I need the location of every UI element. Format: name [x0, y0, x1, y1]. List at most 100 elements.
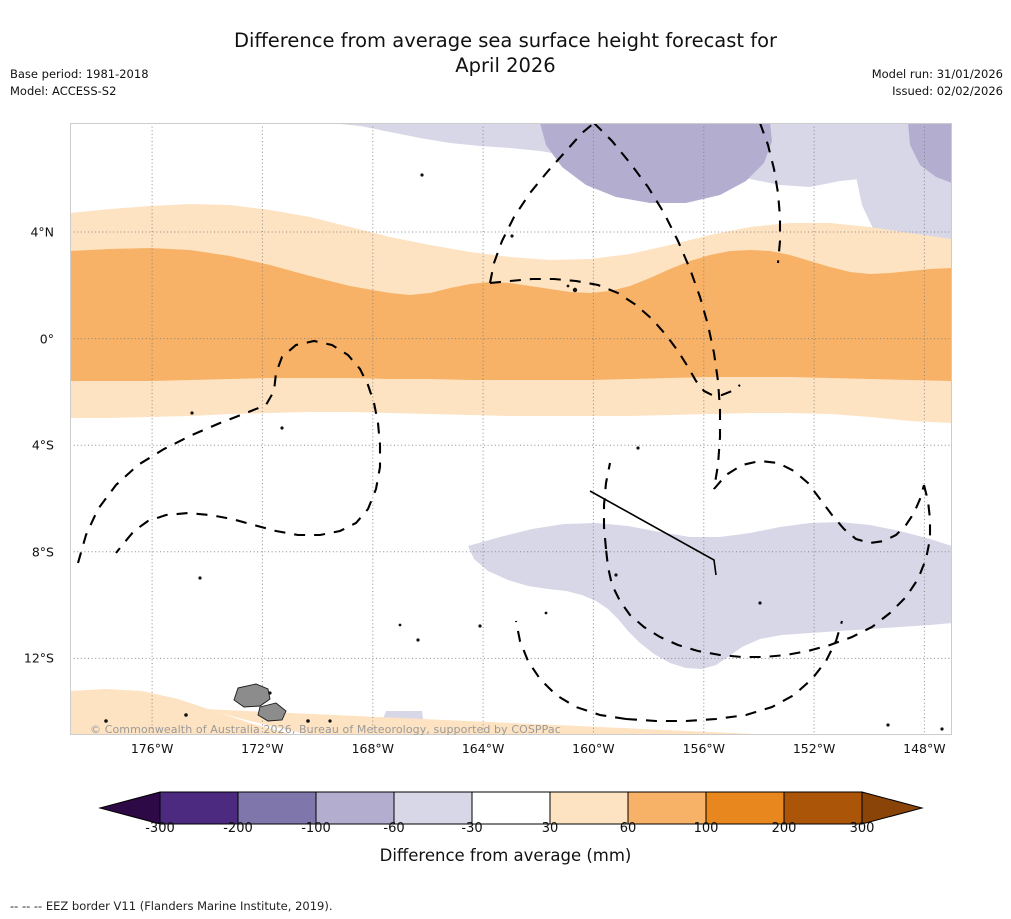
page-title: Difference from average sea surface heig… — [0, 28, 1011, 78]
map-frame — [70, 123, 952, 735]
map-clip — [70, 123, 952, 735]
islet-dot — [280, 426, 284, 430]
colorbar-tick: -60 — [383, 821, 405, 836]
islet-dot — [198, 576, 202, 580]
islet-dot — [104, 719, 108, 723]
model-run-text: Model run: 31/01/2026 — [871, 67, 1003, 81]
islet-dot — [510, 234, 514, 238]
colorbar-swatch — [393, 791, 473, 825]
islet-dot — [416, 638, 420, 642]
eez-border-south — [625, 620, 844, 723]
colorbar: -300 -200 -100 -60 -30 30 60 100 200 300… — [0, 790, 1011, 890]
eez-border-east — [713, 459, 926, 545]
islet-dot — [190, 411, 194, 415]
islet-dot — [636, 446, 640, 450]
land-layer — [233, 683, 287, 722]
ytick-label: 0° — [39, 331, 54, 347]
islet-dot — [306, 719, 310, 723]
island-main-west — [233, 683, 271, 708]
eez-border-central-3 — [593, 123, 722, 490]
ytick-label: 4°N — [30, 224, 54, 240]
region-equatorial-core — [70, 248, 952, 381]
islet-dot — [544, 611, 548, 615]
islet-dot — [758, 601, 762, 605]
colorbar-swatch — [783, 791, 863, 825]
region-southwest-light — [70, 701, 280, 735]
title-line-1: Difference from average sea surface heig… — [233, 29, 778, 52]
xtick-label: 160°W — [572, 741, 615, 756]
colorbar-tick: 60 — [619, 821, 637, 836]
eez-border-layer — [76, 123, 932, 723]
colorbar-swatch — [549, 791, 629, 825]
colorbar-tick: -100 — [301, 821, 331, 836]
issued-text: Issued: 02/02/2026 — [892, 84, 1003, 98]
colorbar-tick: -200 — [223, 821, 253, 836]
maritime-boundary-solid-layer — [589, 490, 717, 576]
region-north-negative-core-east — [908, 123, 952, 183]
colorbar-swatch — [315, 791, 395, 825]
islet-dot — [420, 173, 424, 177]
eez-border-south-2 — [514, 620, 627, 721]
region-southeast-negative — [468, 522, 952, 669]
colorbar-swatch — [627, 791, 707, 825]
eez-border-west — [76, 339, 382, 564]
colorbar-swatches — [98, 791, 924, 825]
map-plot-area — [70, 123, 952, 735]
xtick-label: 156°W — [682, 741, 726, 756]
base-period-text: Base period: 1981-2018 — [10, 67, 149, 81]
islet-dot — [614, 573, 618, 577]
xtick-label: 164°W — [461, 741, 505, 756]
islet-dot — [398, 623, 402, 627]
longitude-axis: 176°W 172°W 168°W 164°W 160°W 156°W 152°… — [70, 741, 952, 763]
xtick-label: 176°W — [130, 741, 174, 756]
sea-surface-height-anomaly-map — [70, 123, 952, 735]
xtick-label: 172°W — [241, 741, 284, 756]
islet-dot — [572, 287, 578, 293]
maritime-boundary-solid — [589, 490, 717, 576]
model-text: Model: ACCESS-S2 — [10, 84, 117, 98]
colorbar-tick: -30 — [461, 821, 483, 836]
colorbar-tick: 200 — [771, 821, 797, 836]
colorbar-extend-low — [98, 791, 161, 825]
islets-layer — [104, 173, 944, 731]
colorbar-swatch — [705, 791, 785, 825]
colorbar-title: Difference from average (mm) — [379, 846, 632, 865]
colorbar-tick: -300 — [145, 821, 175, 836]
islet-dot — [478, 624, 482, 628]
colorbar-tick: 300 — [849, 821, 875, 836]
title-line-2: April 2026 — [455, 54, 556, 77]
island-secondary-west — [257, 702, 287, 722]
islet-dot — [886, 723, 890, 727]
map-credit-text: © Commonwealth of Australia 2026, Bureau… — [90, 723, 561, 736]
eez-border-central — [488, 123, 595, 284]
eez-border-east-2 — [604, 484, 932, 659]
islet-dot — [328, 719, 332, 723]
metadata-left: Base period: 1981-2018 Model: ACCESS-S2 — [10, 66, 149, 100]
colorbar-extend-high — [861, 791, 924, 825]
eez-footnote: -- -- -- EEZ border V11 (Flanders Marine… — [10, 899, 333, 913]
islet-dot — [268, 691, 272, 695]
colorbar-swatch — [471, 791, 551, 825]
islet-dot — [940, 727, 944, 731]
metadata-right: Model run: 31/01/2026 Issued: 02/02/2026 — [872, 66, 1003, 100]
colorbar-swatch — [159, 791, 239, 825]
region-southwest-band-light — [70, 697, 952, 735]
latitude-axis: 4°N 0° 4°S 8°S 12°S — [0, 123, 62, 735]
xtick-label: 148°W — [903, 741, 946, 756]
xtick-label: 168°W — [351, 741, 395, 756]
colorbar-tick: 30 — [541, 821, 559, 836]
contour-fill-layer — [70, 123, 952, 735]
colorbar-svg — [98, 791, 924, 825]
eez-border-northeast-fragment — [759, 123, 782, 264]
colorbar-tick: 100 — [693, 821, 719, 836]
colorbar-tick-labels: -300 -200 -100 -60 -30 30 60 100 200 300 — [0, 821, 1011, 841]
ytick-label: 4°S — [31, 437, 54, 453]
gridlines-layer — [70, 123, 952, 735]
eez-border-east-3 — [602, 462, 612, 550]
eez-border-central-2 — [489, 277, 741, 397]
islet-dot — [184, 713, 188, 717]
ytick-label: 12°S — [23, 650, 54, 666]
islet-dot — [566, 284, 570, 288]
region-north-negative-core — [540, 123, 772, 203]
xtick-label: 152°W — [792, 741, 836, 756]
